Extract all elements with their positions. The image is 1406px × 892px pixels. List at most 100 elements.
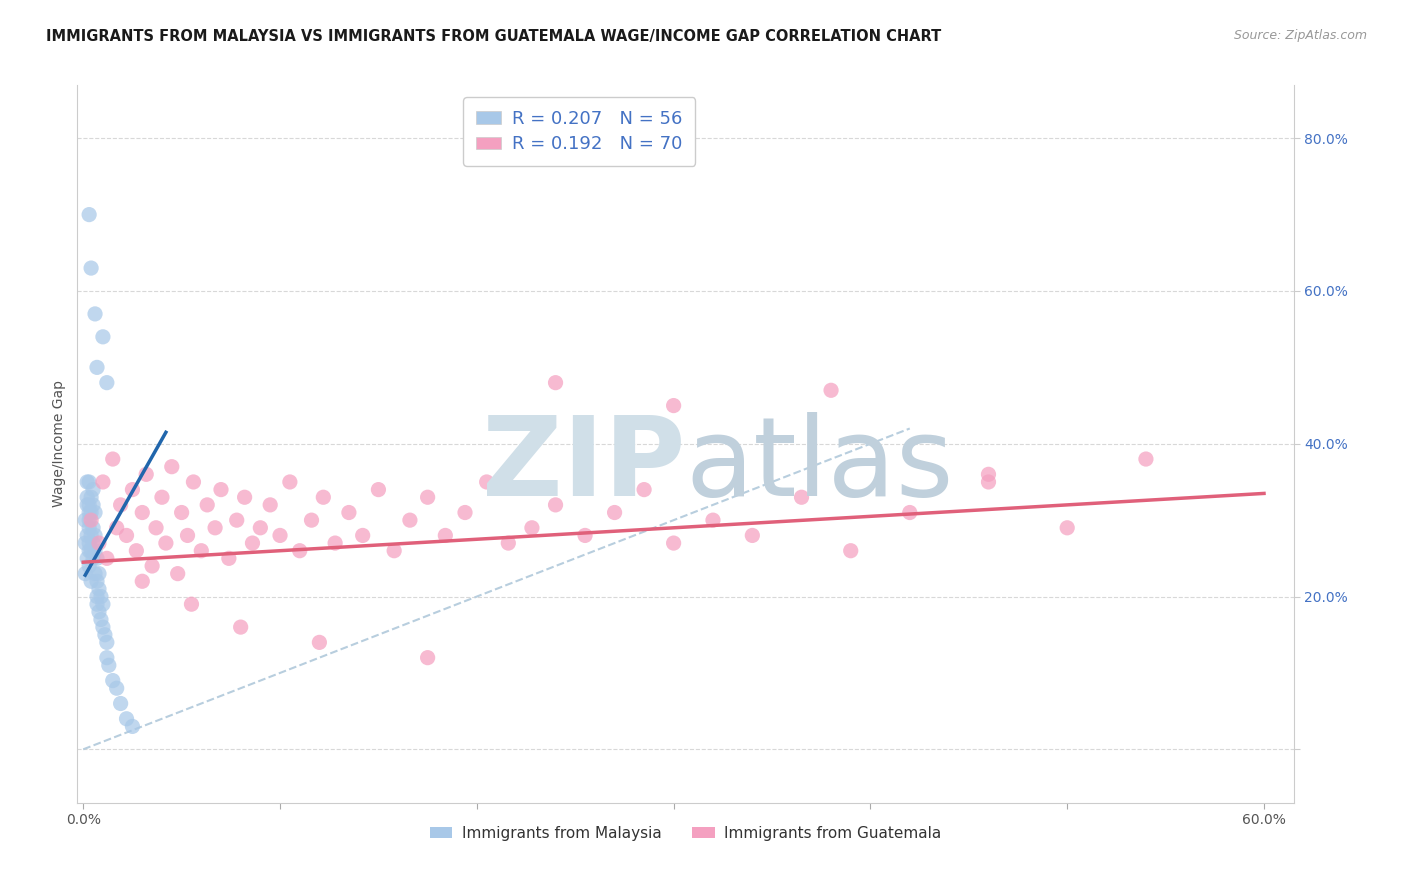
- Point: [702, 513, 724, 527]
- Point: [1056, 521, 1078, 535]
- Point: [131, 506, 153, 520]
- Point: [101, 673, 124, 688]
- Point: [288, 543, 311, 558]
- Point: [176, 528, 198, 542]
- Point: [82, 498, 104, 512]
- Point: [75, 566, 97, 581]
- Point: [475, 475, 498, 489]
- Point: [91, 475, 114, 489]
- Point: [454, 506, 477, 520]
- Point: [301, 513, 323, 527]
- Point: [115, 712, 138, 726]
- Point: [77, 521, 100, 535]
- Point: [323, 536, 346, 550]
- Point: [195, 498, 218, 512]
- Point: [75, 536, 97, 550]
- Point: [312, 490, 335, 504]
- Text: atlas: atlas: [686, 412, 953, 519]
- Point: [105, 681, 128, 696]
- Point: [574, 528, 596, 542]
- Point: [87, 536, 110, 550]
- Point: [242, 536, 264, 550]
- Point: [80, 574, 103, 589]
- Point: [86, 360, 108, 375]
- Point: [259, 498, 281, 512]
- Point: [96, 551, 118, 566]
- Point: [416, 490, 439, 504]
- Point: [77, 513, 100, 527]
- Point: [77, 536, 100, 550]
- Point: [86, 590, 108, 604]
- Point: [399, 513, 422, 527]
- Point: [110, 697, 132, 711]
- Point: [96, 650, 118, 665]
- Point: [87, 566, 110, 581]
- Point: [82, 483, 104, 497]
- Point: [229, 620, 252, 634]
- Point: [183, 475, 205, 489]
- Point: [82, 536, 104, 550]
- Point: [77, 559, 100, 574]
- Point: [80, 506, 103, 520]
- Point: [544, 498, 567, 512]
- Point: [308, 635, 330, 649]
- Point: [84, 528, 107, 542]
- Point: [115, 528, 138, 542]
- Point: [76, 498, 98, 512]
- Legend: Immigrants from Malaysia, Immigrants from Guatemala: Immigrants from Malaysia, Immigrants fro…: [423, 820, 948, 847]
- Text: ZIP: ZIP: [482, 412, 686, 519]
- Point: [160, 459, 183, 474]
- Point: [77, 498, 100, 512]
- Point: [977, 467, 1000, 482]
- Point: [90, 612, 112, 626]
- Point: [80, 261, 103, 276]
- Point: [86, 597, 108, 611]
- Point: [82, 551, 104, 566]
- Point: [87, 582, 110, 596]
- Point: [90, 590, 112, 604]
- Point: [1135, 452, 1157, 467]
- Point: [434, 528, 457, 542]
- Point: [249, 521, 271, 535]
- Point: [91, 597, 114, 611]
- Point: [76, 551, 98, 566]
- Point: [180, 597, 202, 611]
- Point: [155, 536, 177, 550]
- Point: [77, 475, 100, 489]
- Point: [662, 536, 685, 550]
- Point: [135, 467, 157, 482]
- Point: [86, 574, 108, 589]
- Point: [170, 506, 193, 520]
- Point: [84, 566, 107, 581]
- Point: [790, 490, 813, 504]
- Point: [96, 635, 118, 649]
- Point: [77, 506, 100, 520]
- Point: [218, 551, 240, 566]
- Point: [86, 551, 108, 566]
- Point: [520, 521, 543, 535]
- Point: [84, 543, 107, 558]
- Point: [209, 483, 232, 497]
- Point: [91, 620, 114, 634]
- Point: [101, 452, 124, 467]
- Point: [839, 543, 862, 558]
- Point: [190, 543, 212, 558]
- Point: [110, 498, 132, 512]
- Point: [977, 475, 1000, 489]
- Point: [498, 536, 520, 550]
- Point: [84, 307, 107, 321]
- Point: [80, 528, 103, 542]
- Point: [77, 543, 100, 558]
- Point: [166, 566, 188, 581]
- Point: [204, 521, 226, 535]
- Point: [141, 559, 163, 574]
- Point: [367, 483, 389, 497]
- Point: [145, 521, 167, 535]
- Point: [75, 513, 97, 527]
- Point: [150, 490, 173, 504]
- Point: [225, 513, 247, 527]
- Point: [278, 475, 301, 489]
- Point: [131, 574, 153, 589]
- Point: [87, 605, 110, 619]
- Point: [97, 658, 120, 673]
